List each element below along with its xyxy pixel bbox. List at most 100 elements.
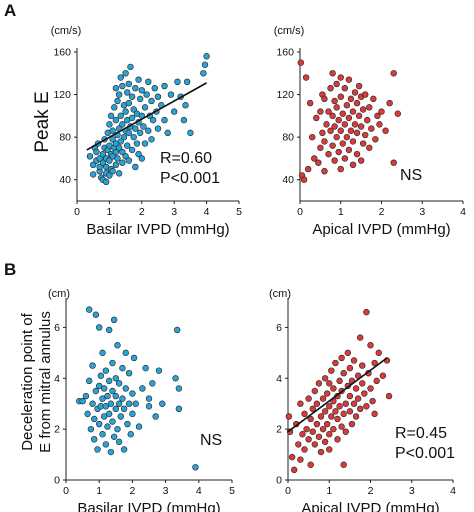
data-point: [120, 133, 128, 141]
data-point: [132, 163, 139, 171]
data-point: [367, 342, 374, 349]
data-point: [307, 415, 314, 423]
panel-a-ylabel: Peak E: [32, 91, 53, 152]
data-point: [109, 136, 116, 143]
data-point: [390, 159, 397, 166]
data-point: [315, 380, 323, 387]
data-point: [130, 106, 137, 113]
x-tick-label-1: 1: [106, 206, 112, 218]
data-point: [357, 123, 365, 130]
x-axis-label-basilar-ivpd-mmhg: Basilar IVPD (mmHg): [77, 500, 220, 512]
data-point: [148, 97, 155, 105]
data-point: [326, 403, 333, 410]
data-point: [362, 91, 369, 98]
data-point: [84, 410, 91, 418]
data-point: [140, 123, 147, 130]
data-point: [337, 74, 344, 81]
regression-line: [287, 357, 388, 433]
y-unit-label: (cm/s): [51, 25, 82, 37]
data-point: [200, 70, 207, 77]
data-point: [353, 99, 361, 107]
data-point: [107, 112, 115, 120]
data-point: [348, 420, 356, 428]
data-point: [302, 74, 310, 81]
data-point: [370, 95, 377, 103]
data-point: [109, 127, 116, 134]
data-point: [122, 385, 129, 392]
y-unit-label: (cm/s): [274, 25, 305, 37]
data-point: [104, 423, 111, 430]
data-point: [340, 461, 347, 468]
data-point: [378, 108, 385, 115]
data-point: [86, 306, 93, 313]
data-point: [94, 446, 101, 453]
data-point: [125, 370, 133, 377]
data-point: [119, 82, 126, 90]
data-point: [152, 413, 159, 420]
data-point: [309, 428, 316, 435]
data-point: [129, 410, 136, 418]
data-point: [325, 150, 332, 158]
data-point: [337, 93, 344, 100]
data-point: [374, 112, 381, 120]
data-point: [339, 140, 346, 147]
data-point: [285, 413, 293, 420]
data-point: [114, 97, 121, 105]
data-point: [336, 377, 343, 385]
data-point: [102, 441, 110, 448]
data-point: [361, 390, 368, 397]
data-point: [159, 400, 166, 407]
data-point: [311, 441, 319, 448]
data-point: [326, 380, 333, 387]
data-point: [129, 390, 136, 397]
data-point: [180, 116, 188, 124]
data-point: [336, 403, 343, 410]
data-point: [117, 413, 124, 420]
data-point: [359, 380, 366, 387]
data-point: [125, 157, 133, 164]
data-point: [326, 446, 333, 453]
data-point: [317, 413, 325, 420]
data-point: [335, 148, 342, 156]
data-point: [91, 436, 98, 443]
stat-label-r-0-45: R=0.45: [395, 425, 447, 442]
x-tick-label-3: 3: [171, 206, 177, 218]
data-point: [99, 349, 106, 357]
x-axis-label-basilar-ivpd-mmhg: Basilar IVPD (mmHg): [86, 221, 229, 238]
data-point: [114, 155, 121, 162]
data-point: [105, 410, 113, 418]
data-point: [115, 438, 123, 446]
data-point: [347, 127, 355, 134]
data-point: [100, 385, 108, 392]
data-point: [295, 441, 302, 448]
data-point: [119, 395, 126, 402]
data-point: [139, 385, 146, 392]
data-point: [319, 425, 327, 433]
data-point: [135, 423, 143, 430]
data-point: [109, 168, 116, 175]
data-point: [337, 127, 344, 134]
y-tick-label-0: 0: [276, 475, 282, 487]
x-tick-label-2: 2: [139, 206, 145, 218]
data-point: [288, 453, 296, 461]
data-point: [300, 176, 308, 183]
y-unit-label: (cm): [48, 288, 70, 300]
data-point: [368, 125, 375, 132]
data-point: [102, 178, 110, 186]
panel-b-ylabel-line1: Deceleration point of: [19, 312, 36, 450]
data-point: [93, 148, 100, 156]
data-point: [119, 148, 126, 156]
data-point: [319, 129, 326, 137]
data-point: [333, 133, 340, 141]
data-point: [372, 136, 379, 143]
data-point: [341, 121, 349, 128]
data-point: [149, 116, 157, 124]
data-point: [122, 153, 129, 160]
data-point: [321, 168, 328, 175]
data-point: [109, 387, 116, 395]
data-point: [321, 375, 329, 382]
scatter-plot-apical-peak-e: 40 80 120 160 0 1 2 3 4 (cm/s) Apical IVPD (mmHg) N…: [274, 25, 466, 238]
data-point: [82, 392, 90, 400]
data-point: [305, 436, 312, 443]
